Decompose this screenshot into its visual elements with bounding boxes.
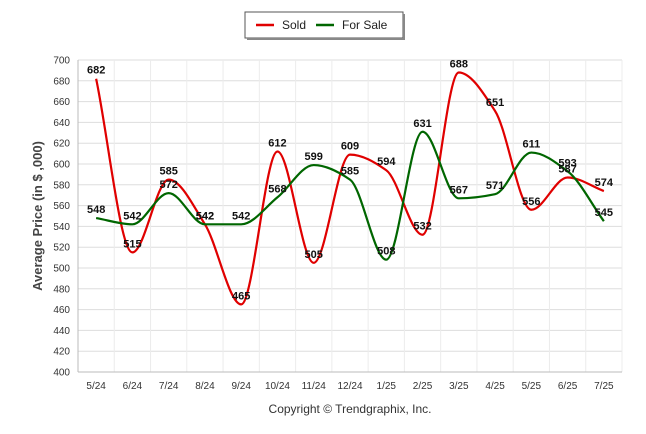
series-lines bbox=[95, 71, 605, 306]
y-tick-label: 440 bbox=[53, 326, 70, 337]
x-tick-label: 10/24 bbox=[265, 381, 290, 392]
y-tick-label: 480 bbox=[53, 284, 70, 295]
data-label-sold: 682 bbox=[87, 65, 105, 77]
y-tick-label: 500 bbox=[53, 264, 70, 275]
y-tick-label: 560 bbox=[53, 201, 70, 212]
y-tick-label: 460 bbox=[53, 305, 70, 316]
y-tick-label: 580 bbox=[53, 180, 70, 191]
data-label-for-sale: 548 bbox=[87, 204, 105, 216]
data-label-for-sale: 508 bbox=[377, 246, 395, 258]
x-tick-label: 8/24 bbox=[195, 381, 215, 392]
data-label-sold: 574 bbox=[595, 177, 614, 189]
y-tick-label: 620 bbox=[53, 139, 70, 150]
x-tick-label: 12/24 bbox=[337, 381, 362, 392]
x-tick-label: 4/25 bbox=[485, 381, 505, 392]
data-label-for-sale: 585 bbox=[341, 166, 359, 178]
y-axis-title: Average Price (in $ ,000) bbox=[30, 141, 45, 291]
data-label-for-sale: 593 bbox=[558, 157, 576, 169]
series-line-for-sale bbox=[95, 130, 605, 261]
data-label-sold: 587 bbox=[558, 164, 576, 176]
data-label-sold: 651 bbox=[486, 97, 504, 109]
x-tick-label: 11/24 bbox=[302, 381, 327, 392]
x-tick-label: 5/24 bbox=[86, 381, 106, 392]
y-tick-label: 680 bbox=[53, 76, 70, 87]
data-label-for-sale: 542 bbox=[196, 210, 214, 222]
x-tick-label: 7/25 bbox=[594, 381, 614, 392]
data-label-for-sale: 631 bbox=[413, 118, 431, 130]
x-tick-label: 3/25 bbox=[449, 381, 469, 392]
data-labels: 682 515 585 542 465 612 505 609 594 532 688 651 556 5… bbox=[87, 58, 614, 302]
y-tick-label: 640 bbox=[53, 118, 70, 129]
data-label-sold: 612 bbox=[268, 138, 286, 150]
data-label-for-sale: 571 bbox=[486, 180, 504, 192]
data-label-for-sale: 545 bbox=[595, 207, 613, 219]
data-label-sold: 465 bbox=[232, 290, 250, 302]
x-tick-label: 7/24 bbox=[159, 381, 179, 392]
data-label-sold: 542 bbox=[196, 210, 214, 222]
y-tick-label: 540 bbox=[53, 222, 70, 233]
x-tick-label: 1/25 bbox=[377, 381, 397, 392]
axes: 400 420 440 460 480 500 520 540 560 580 600 620 640 6… bbox=[53, 56, 622, 392]
data-label-for-sale: 567 bbox=[450, 184, 468, 196]
x-tick-label: 9/24 bbox=[231, 381, 251, 392]
y-tick-label: 600 bbox=[53, 160, 70, 171]
data-label-sold: 609 bbox=[341, 141, 359, 153]
data-label-sold: 556 bbox=[522, 196, 540, 208]
data-label-sold: 515 bbox=[123, 238, 141, 250]
data-label-sold: 688 bbox=[450, 58, 468, 70]
y-tick-label: 420 bbox=[53, 347, 70, 358]
x-tick-label: 6/25 bbox=[558, 381, 578, 392]
legend: Sold For Sale bbox=[244, 11, 405, 40]
data-label-sold: 594 bbox=[377, 156, 396, 168]
copyright-footer: Copyright © Trendgraphix, Inc. bbox=[269, 402, 432, 416]
data-label-for-sale: 599 bbox=[305, 151, 323, 163]
series-line-sold bbox=[95, 71, 605, 306]
grid bbox=[77, 59, 623, 373]
data-label-for-sale: 568 bbox=[268, 183, 286, 195]
y-tick-label: 700 bbox=[53, 56, 70, 67]
data-label-sold: 532 bbox=[413, 221, 431, 233]
data-label-for-sale: 542 bbox=[123, 210, 141, 222]
y-tick-label: 400 bbox=[53, 368, 70, 379]
data-label-for-sale: 542 bbox=[232, 210, 250, 222]
data-label-for-sale: 572 bbox=[159, 179, 177, 191]
x-tick-label: 2/25 bbox=[413, 381, 433, 392]
legend-shadow-bottom bbox=[247, 38, 405, 40]
legend-label-for-sale: For Sale bbox=[342, 18, 388, 32]
legend-label-sold: Sold bbox=[282, 18, 306, 32]
y-tick-label: 520 bbox=[53, 243, 70, 254]
y-tick-label: 660 bbox=[53, 97, 70, 108]
data-label-for-sale: 611 bbox=[522, 139, 540, 151]
x-tick-label: 5/25 bbox=[522, 381, 542, 392]
x-tick-label: 6/24 bbox=[123, 381, 143, 392]
data-label-sold: 505 bbox=[305, 249, 323, 261]
legend-shadow-right bbox=[403, 14, 405, 40]
data-label-sold: 585 bbox=[159, 166, 177, 178]
